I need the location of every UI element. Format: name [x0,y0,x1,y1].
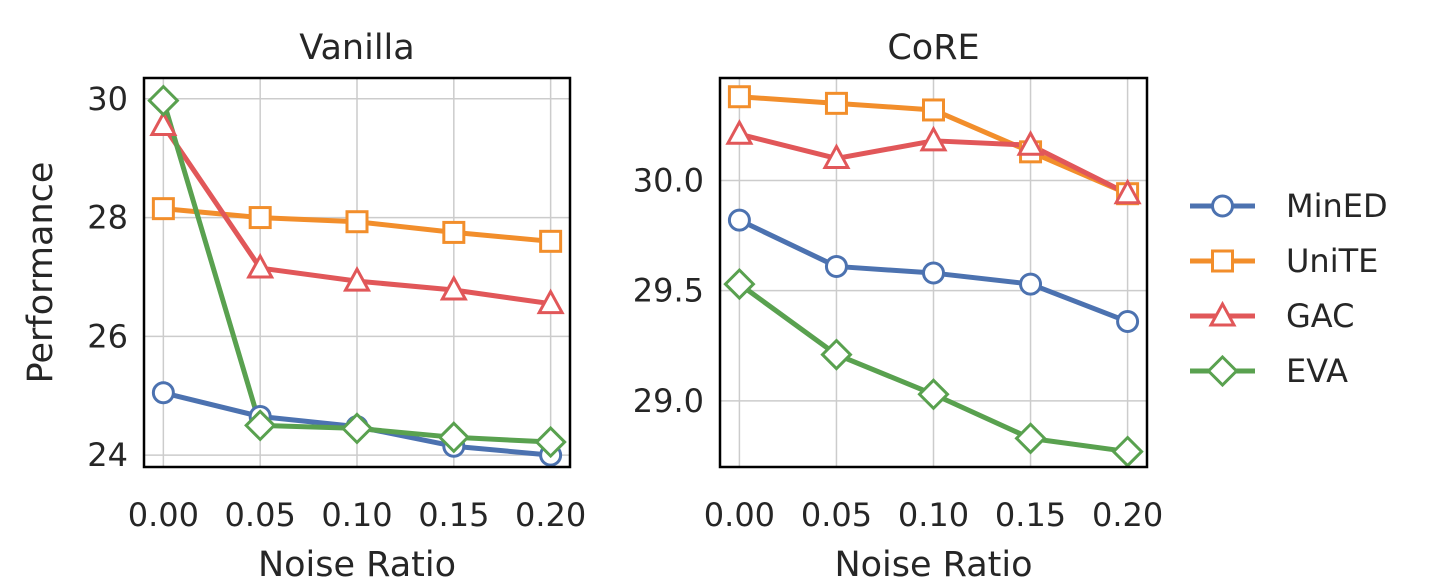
data-point-unite [824,91,848,115]
y-tick-label: 29.5 [633,272,704,310]
x-tick-label: 0.00 [128,496,199,534]
data-point-eva [340,412,374,445]
data-point-eva [1111,435,1144,468]
chart-panels: 24 26 28 30 0.00 0.05 0.10 0.15 0.20 Vanilla Noise… [21,28,1163,585]
data-point-mined [151,381,175,405]
data-point-eva [244,409,277,442]
y-tick-label: 30 [87,80,128,118]
data-point-gac [822,143,851,169]
data-point-unite [539,229,563,253]
y-axis-label: Performance [21,162,61,384]
legend-label: UniTE [1286,242,1378,280]
x-tick-label: 0.05 [225,496,296,534]
plot-frame [142,76,572,469]
x-axis-label: Noise Ratio [258,545,456,585]
y-tick-label: 29.0 [633,382,704,420]
legend-label: GAC [1286,297,1354,335]
data-point-mined [1019,272,1043,296]
x-tick-label: 0.15 [995,496,1066,534]
y-tick-label: 24 [87,436,128,474]
x-tick-label: 0.05 [801,496,872,534]
data-point-eva [917,378,950,411]
data-point-eva [534,425,567,459]
legend: MinED UniTE GAC EVA [1190,187,1388,390]
data-point-unite [922,98,945,122]
x-tick-label: 0.10 [898,496,969,534]
x-axis-label: Noise Ratio [834,545,1032,585]
x-tick-label: 0.20 [1092,496,1163,534]
chart-title: Vanilla [299,28,414,68]
legend-entry-unite: UniTE [1190,242,1378,280]
x-tick-label: 0.20 [515,496,586,534]
y-tick-label: 30.0 [633,161,704,199]
legend-label: MinED [1286,187,1388,225]
data-point-unite [442,220,466,244]
y-tick-label: 26 [87,317,128,355]
legend-entry-mined: MinED [1190,187,1388,225]
x-tick-label: 0.10 [321,496,392,534]
legend-label: EVA [1286,352,1348,390]
data-point-unite [151,197,175,221]
data-point-gac [439,274,468,301]
chart-panel-2: 29.0 29.5 30.0 0.00 0.05 0.10 0.15 0.20 CoRE Nois… [633,28,1163,585]
legend-marker [1211,194,1234,218]
data-point-mined [922,261,945,285]
data-point-eva [820,338,853,371]
data-point-gac [342,265,372,292]
data-point-unite [345,210,369,234]
data-point-mined [727,208,751,232]
plot-frame [718,76,1149,469]
legend-marker [1211,249,1234,273]
chart-panel-1: 24 26 28 30 0.00 0.05 0.10 0.15 0.20 Vanilla Noise… [21,28,586,585]
data-point-eva [147,84,180,117]
data-point-mined [824,254,848,278]
data-point-gac [1016,130,1045,156]
data-point-unite [248,206,272,230]
data-point-eva [1014,422,1047,455]
y-tick-label: 28 [87,199,128,237]
data-point-gac [725,119,754,145]
legend-marker [1206,354,1239,388]
data-point-mined [1116,310,1140,334]
x-tick-label: 0.15 [418,496,489,534]
legend-marker [1208,300,1237,327]
legend-entry-eva: EVA [1190,352,1348,390]
data-point-eva [437,421,470,454]
legend-entry-gac: GAC [1190,297,1354,335]
x-tick-label: 0.00 [704,496,775,534]
data-point-gac [536,288,565,315]
data-point-gac [246,252,275,279]
data-point-gac [149,110,178,137]
data-point-gac [1113,178,1142,205]
data-point-gac [919,125,948,152]
data-point-unite [727,85,751,109]
data-point-eva [723,267,756,301]
chart-title: CoRE [887,28,979,68]
